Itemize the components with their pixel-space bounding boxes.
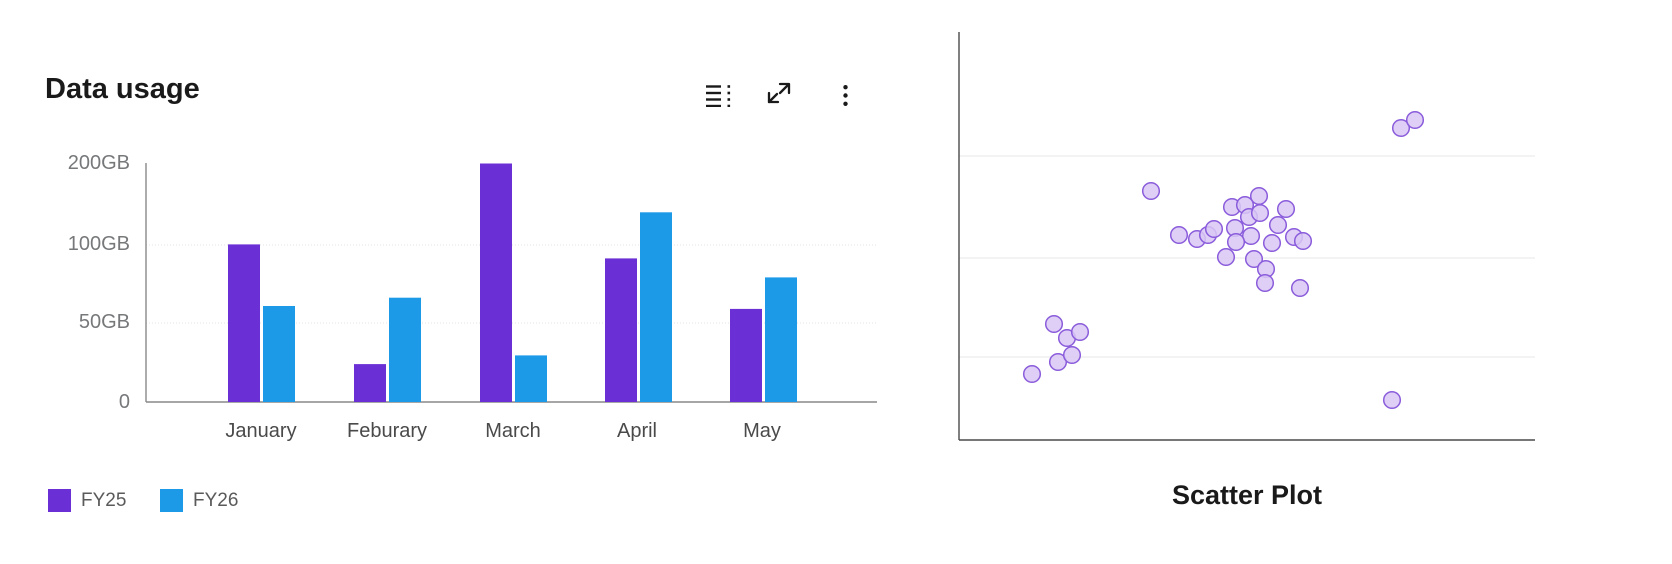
svg-text:Scatter Plot: Scatter Plot xyxy=(1172,480,1322,510)
